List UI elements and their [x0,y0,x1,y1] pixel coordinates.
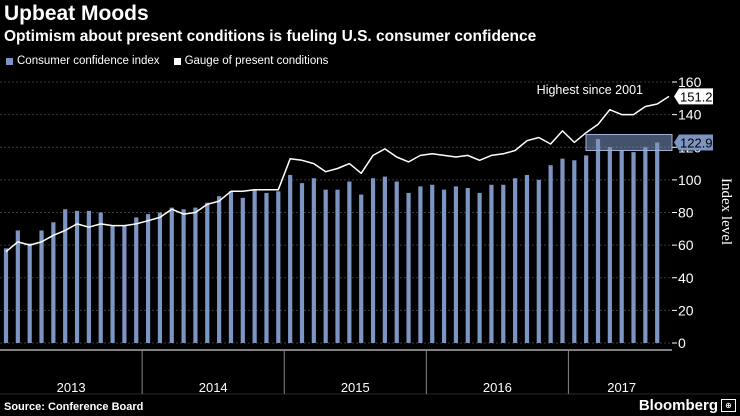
bar [240,197,245,343]
bar [39,230,44,343]
bar [418,186,423,343]
bar [51,222,56,343]
bar [382,176,387,343]
legend-item-present: Gauge of present conditions [173,55,329,67]
bar [430,184,435,343]
bar [110,225,115,343]
year-label: 2013 [57,380,86,395]
brand-name: Bloomberg [638,397,718,414]
y-tick-label: 40 [678,270,694,286]
value-tag-bar [674,134,713,151]
bar [74,210,80,343]
highlight-box [585,134,673,152]
value-tag-line-text: 151.20 [680,89,720,104]
bar [489,184,494,343]
bar [323,189,328,343]
year-label: 2014 [199,380,228,395]
legend-swatch-bar [6,57,13,65]
bar [619,150,624,343]
bar [264,192,269,343]
bar [370,178,376,343]
y-tick-label: 80 [678,205,694,221]
chart-subtitle: Optimism about present conditions is fue… [4,28,537,45]
bar [134,217,139,343]
bar [607,147,612,343]
legend-item-cci: Consumer confidence index [6,55,160,67]
y-tick-label: 0 [678,335,686,351]
legend-label-cci: Consumer confidence index [17,55,160,67]
year-label: 2015 [341,380,370,395]
value-tag-bar-text: 122.90 [680,136,720,151]
bar [299,183,305,343]
bar [157,212,163,343]
bar [181,209,186,343]
bar [513,178,518,343]
bar [584,155,589,343]
bar [501,184,506,343]
bar [536,179,541,343]
bar [122,225,127,343]
bar [643,147,648,343]
bar [276,191,281,343]
bar [655,142,660,343]
bar [631,152,636,343]
bar [63,209,68,343]
legend-label-present: Gauge of present conditions [184,55,329,67]
bar [359,194,364,343]
present-conditions-line [5,95,670,253]
bar [169,207,174,343]
bar [572,160,577,343]
bar [560,158,565,343]
bar [406,192,411,343]
year-label: 2017 [607,380,636,395]
bar [394,181,399,343]
bar [595,139,601,343]
brand-logo: Bloomberg ⊕ [639,397,736,414]
bar [27,243,32,343]
y-tick-label: 100 [678,172,702,188]
value-tag-line [674,88,713,105]
legend: Consumer confidence index Gauge of prese… [6,55,328,67]
annotation-highest: Highest since 2001 [537,83,643,97]
bar [335,189,340,343]
y-tick-label: 160 [678,74,702,90]
y-tick-label: 140 [678,107,702,123]
y-tick-label: 20 [678,302,694,318]
bar [465,188,470,343]
bar [311,178,316,343]
bar [145,214,151,343]
bar [288,174,293,343]
bar [453,186,459,343]
y-axis-title: Index level [718,178,734,245]
bar [193,207,198,343]
bar [524,174,530,343]
bar [347,181,352,343]
bar [3,248,9,343]
legend-swatch-line [173,57,181,65]
chart-title: Upbeat Moods [4,2,149,25]
source-note: Source: Conference Board [4,401,144,413]
bar [15,230,20,343]
bar [205,202,210,343]
bar [98,212,103,343]
bar [441,189,447,343]
bar [86,210,91,343]
y-tick-label: 60 [678,237,694,253]
year-label: 2016 [483,380,512,395]
bar [548,165,553,343]
bar [228,191,234,343]
brand-mark-icon: ⊕ [721,399,736,412]
bar [252,189,257,343]
bar [477,192,482,343]
bar [217,196,222,343]
